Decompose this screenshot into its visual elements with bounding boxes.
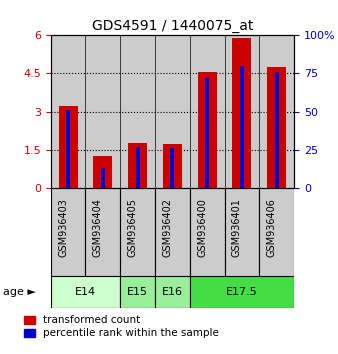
Text: GSM936401: GSM936401 — [232, 198, 242, 257]
Bar — [267, 67, 286, 188]
Bar — [101, 168, 105, 188]
Text: GSM936400: GSM936400 — [197, 198, 207, 257]
Bar — [190, 276, 294, 308]
Bar — [190, 188, 224, 276]
Bar — [205, 78, 209, 188]
Bar — [224, 35, 259, 188]
Bar — [51, 188, 86, 276]
Bar — [120, 188, 155, 276]
Bar — [198, 72, 217, 188]
Bar — [86, 188, 120, 276]
Bar — [224, 188, 259, 276]
Text: E17.5: E17.5 — [226, 287, 258, 297]
Text: GSM936406: GSM936406 — [267, 198, 277, 257]
Bar — [259, 188, 294, 276]
Bar — [120, 276, 155, 308]
Bar — [128, 143, 147, 188]
Bar — [163, 144, 182, 188]
Bar — [51, 276, 120, 308]
Bar — [232, 38, 251, 188]
Text: GSM936404: GSM936404 — [93, 198, 103, 257]
Text: age ►: age ► — [3, 287, 36, 297]
Bar — [190, 35, 224, 188]
Bar — [120, 35, 155, 188]
Bar — [155, 276, 190, 308]
Bar — [51, 35, 86, 188]
Bar — [155, 35, 190, 188]
Text: E14: E14 — [75, 287, 96, 297]
Bar — [93, 156, 113, 188]
Bar — [86, 35, 120, 188]
Bar — [274, 72, 279, 188]
Legend: transformed count, percentile rank within the sample: transformed count, percentile rank withi… — [22, 313, 221, 341]
Bar — [66, 110, 70, 188]
Text: GSM936403: GSM936403 — [58, 198, 68, 257]
Bar — [155, 188, 190, 276]
Bar — [259, 35, 294, 188]
Text: GSM936405: GSM936405 — [128, 198, 138, 257]
Text: E15: E15 — [127, 287, 148, 297]
Bar — [58, 107, 78, 188]
Bar — [170, 148, 174, 188]
Title: GDS4591 / 1440075_at: GDS4591 / 1440075_at — [92, 19, 253, 33]
Text: GSM936402: GSM936402 — [162, 198, 172, 257]
Text: E16: E16 — [162, 287, 183, 297]
Bar — [240, 66, 244, 188]
Bar — [136, 147, 140, 188]
